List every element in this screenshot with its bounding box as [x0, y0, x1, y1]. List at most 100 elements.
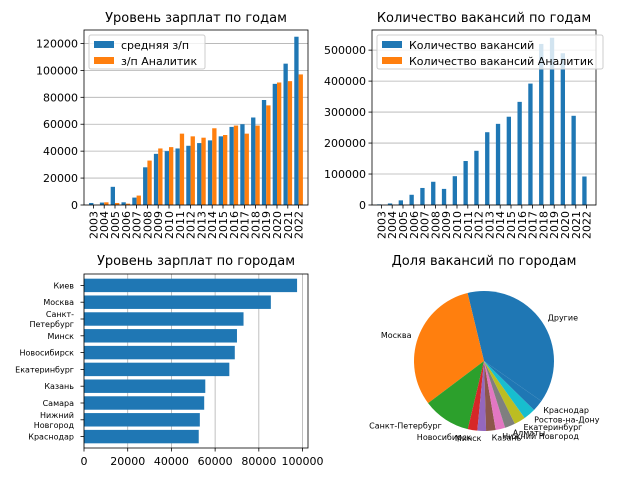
pie-label: Минск — [455, 434, 482, 443]
legend-swatch — [382, 57, 402, 64]
y-tick-label: 200000 — [324, 137, 366, 150]
pie-slice-Санкт-Петербург — [428, 361, 484, 430]
x-tick-label: 2021 — [282, 211, 295, 239]
y-tick-label: 300000 — [324, 106, 366, 119]
pie-label: Нижний Новгород — [502, 432, 579, 441]
bar-Москва — [84, 295, 271, 309]
pie-label: Алматы — [513, 428, 546, 437]
x-tick-label: 2015 — [217, 211, 230, 239]
bar-main-2010 — [164, 151, 169, 205]
x-tick-label: 2006 — [408, 211, 421, 239]
x-tick-label: 2019 — [548, 211, 561, 239]
bar-main-2021 — [283, 63, 288, 206]
pie-slice-Нижний Новгород — [484, 361, 506, 431]
x-tick-label: 2007 — [419, 211, 432, 239]
y-tick-label: 0 — [359, 199, 366, 212]
bar-analyst-2007 — [136, 195, 141, 205]
bar-Нижний Новгород — [84, 413, 200, 427]
x-tick-label: 2008 — [429, 211, 442, 239]
y-tick-label: Казань — [44, 382, 74, 391]
bar-Екатеринбург — [84, 362, 230, 377]
bar-main-2012 — [474, 150, 479, 205]
bar-analyst-2017 — [244, 133, 249, 205]
bar-Краснодар — [84, 429, 199, 444]
x-tick-label: 2005 — [397, 211, 410, 239]
legend-label: Количество вакансий — [409, 39, 534, 52]
legend-label: средняя з/п — [121, 39, 189, 52]
x-tick-label: 2012 — [473, 211, 486, 239]
x-tick-label: 2014 — [494, 211, 507, 239]
bar-main-2011 — [463, 161, 468, 205]
salary-by-year-title: Уровень зарплат по годам — [105, 11, 287, 26]
y-tick-label: Краснодар — [28, 433, 74, 442]
y-tick-label: Новгород — [34, 421, 75, 430]
pie-slice-Другие — [467, 291, 554, 402]
bar-main-2022 — [582, 176, 587, 205]
x-tick-label: 2021 — [570, 211, 583, 239]
bar-main-2016 — [229, 126, 234, 205]
y-tick-label: 0 — [71, 199, 78, 212]
axes-frame — [371, 29, 597, 206]
bar-analyst-2005 — [115, 202, 120, 205]
bar-analyst-2008 — [147, 160, 152, 205]
x-tick-label: 2010 — [163, 211, 176, 239]
x-tick-label: 2012 — [185, 211, 198, 239]
pie-label: Санкт-Петербург — [369, 421, 442, 430]
y-tick-label: Санкт- — [46, 310, 74, 319]
pie-slice-Ростов-на-Дону — [484, 361, 535, 418]
y-tick-label: Минск — [47, 332, 74, 341]
bar-analyst-2020 — [277, 82, 282, 205]
bar-main-2017 — [528, 83, 533, 205]
bar-Санкт- Петербург — [84, 312, 244, 326]
bar-main-2007 — [420, 187, 425, 205]
legend-swatch — [382, 41, 402, 48]
vacancy-share-title: Доля вакансий по городам — [392, 254, 577, 269]
bar-main-2012 — [186, 145, 191, 205]
bar-analyst-2006 — [125, 203, 131, 205]
x-tick-label: 2010 — [451, 211, 464, 239]
pie-slice-Казань — [484, 361, 496, 431]
pie-slice-Новосибирск — [467, 361, 484, 431]
x-tick-label: 80000 — [241, 455, 276, 468]
x-tick-label: 2019 — [260, 211, 273, 239]
bar-main-2015 — [218, 136, 223, 205]
bar-main-2017 — [240, 124, 245, 205]
legend-swatch — [94, 57, 114, 64]
x-tick-label: 2003 — [375, 211, 388, 239]
x-tick-label: 2006 — [120, 211, 133, 239]
x-tick-label: 20000 — [110, 455, 145, 468]
x-tick-label: 2009 — [152, 211, 165, 239]
legend-swatch — [94, 41, 114, 48]
bar-main-2011 — [175, 148, 180, 205]
bar-main-2018 — [251, 117, 256, 205]
y-tick-label: Москва — [43, 298, 74, 307]
legend-box — [88, 34, 206, 70]
y-tick-label: 100000 — [36, 64, 78, 77]
pie-slice-Краснодар — [484, 361, 542, 410]
x-tick-label: 2016 — [516, 211, 529, 239]
y-tick-label: 500000 — [324, 44, 366, 57]
x-tick-label: 0 — [81, 455, 88, 468]
pie-label: Краснодар — [543, 406, 589, 415]
y-tick-label: Екатеринбург — [15, 365, 74, 374]
pie-slice-Алматы — [484, 361, 515, 428]
axes-frame — [83, 273, 309, 449]
x-tick-label: 40000 — [154, 455, 189, 468]
bar-main-2013 — [485, 132, 490, 205]
pie-label: Другие — [548, 314, 578, 323]
bar-analyst-2004 — [104, 202, 109, 205]
x-tick-label: 2020 — [271, 211, 284, 239]
bar-main-2020 — [560, 53, 565, 205]
y-tick-label: Киев — [53, 281, 74, 290]
pie-label: Москва — [381, 331, 412, 340]
x-tick-label: 2013 — [483, 211, 496, 239]
bar-main-2005 — [110, 186, 115, 205]
pie-slice-Минск — [477, 361, 487, 431]
pie-label: Казань — [492, 434, 522, 443]
x-tick-label: 60000 — [198, 455, 233, 468]
vacancies-by-year-chart: Количество вакансий по годам 0 100000 2000… — [324, 11, 604, 239]
legend-label: з/п Аналитик — [121, 55, 197, 68]
y-tick-label: 80000 — [43, 91, 78, 104]
bar-main-2014 — [495, 123, 501, 205]
